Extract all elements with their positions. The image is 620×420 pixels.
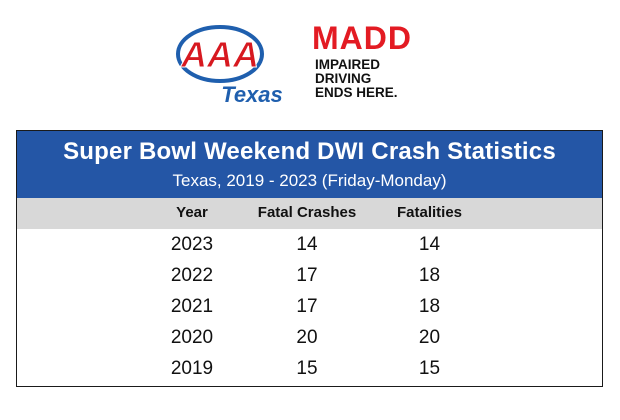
cell-fatal-crashes: 17 <box>296 296 318 317</box>
table-row: 2021 17 18 <box>17 292 602 322</box>
table-title: Super Bowl Weekend DWI Crash Statistics <box>63 138 556 165</box>
cell-fatal-crashes: 17 <box>296 265 318 286</box>
logo-strip: AAA Texas MADD IMPAIRED DRIVING ENDS HER… <box>0 0 620 118</box>
cell-fatalities: 15 <box>418 358 441 379</box>
madd-tagline-line: ENDS HERE. <box>315 85 398 100</box>
cell-fatalities: 20 <box>418 327 441 348</box>
aaa-letters: AAA <box>180 34 259 75</box>
madd-tagline-line: DRIVING <box>315 71 372 86</box>
cell-year: 2022 <box>170 265 214 286</box>
madd-tagline: IMPAIRED DRIVING ENDS HERE. <box>315 58 398 100</box>
cell-year: 2023 <box>170 234 214 255</box>
column-header-row: Year Fatal Crashes Fatalities <box>17 198 602 229</box>
cell-fatalities: 14 <box>418 234 441 255</box>
table-row: 2019 15 15 <box>17 354 602 384</box>
cell-fatal-crashes: 15 <box>296 358 318 379</box>
column-header-year: Year <box>176 204 208 221</box>
column-header-fatalities: Fatalities <box>396 204 463 221</box>
cell-fatal-crashes: 20 <box>296 327 318 348</box>
cell-fatalities: 18 <box>418 296 441 317</box>
cell-year: 2019 <box>170 358 214 379</box>
table-row: 2020 20 20 <box>17 323 602 353</box>
madd-wordmark: MADD <box>312 20 412 56</box>
column-header-fatal-crashes: Fatal Crashes <box>257 204 357 221</box>
cell-fatal-crashes: 14 <box>296 234 318 255</box>
cell-fatalities: 18 <box>418 265 441 286</box>
aaa-texas-logo: AAA Texas <box>176 25 283 107</box>
cell-year: 2020 <box>170 327 214 348</box>
aaa-region: Texas <box>221 82 283 107</box>
cell-year: 2021 <box>170 296 214 317</box>
table-subtitle: Texas, 2019 - 2023 (Friday-Monday) <box>172 171 447 190</box>
table-header-band: Super Bowl Weekend DWI Crash Statistics … <box>17 131 602 198</box>
table-row: 2022 17 18 <box>17 261 602 291</box>
table-row: 2023 14 14 <box>17 230 602 260</box>
madd-logo: MADD IMPAIRED DRIVING ENDS HERE. <box>312 22 452 108</box>
crash-statistics-table: Super Bowl Weekend DWI Crash Statistics … <box>16 130 603 387</box>
madd-tagline-line: IMPAIRED <box>315 57 381 72</box>
